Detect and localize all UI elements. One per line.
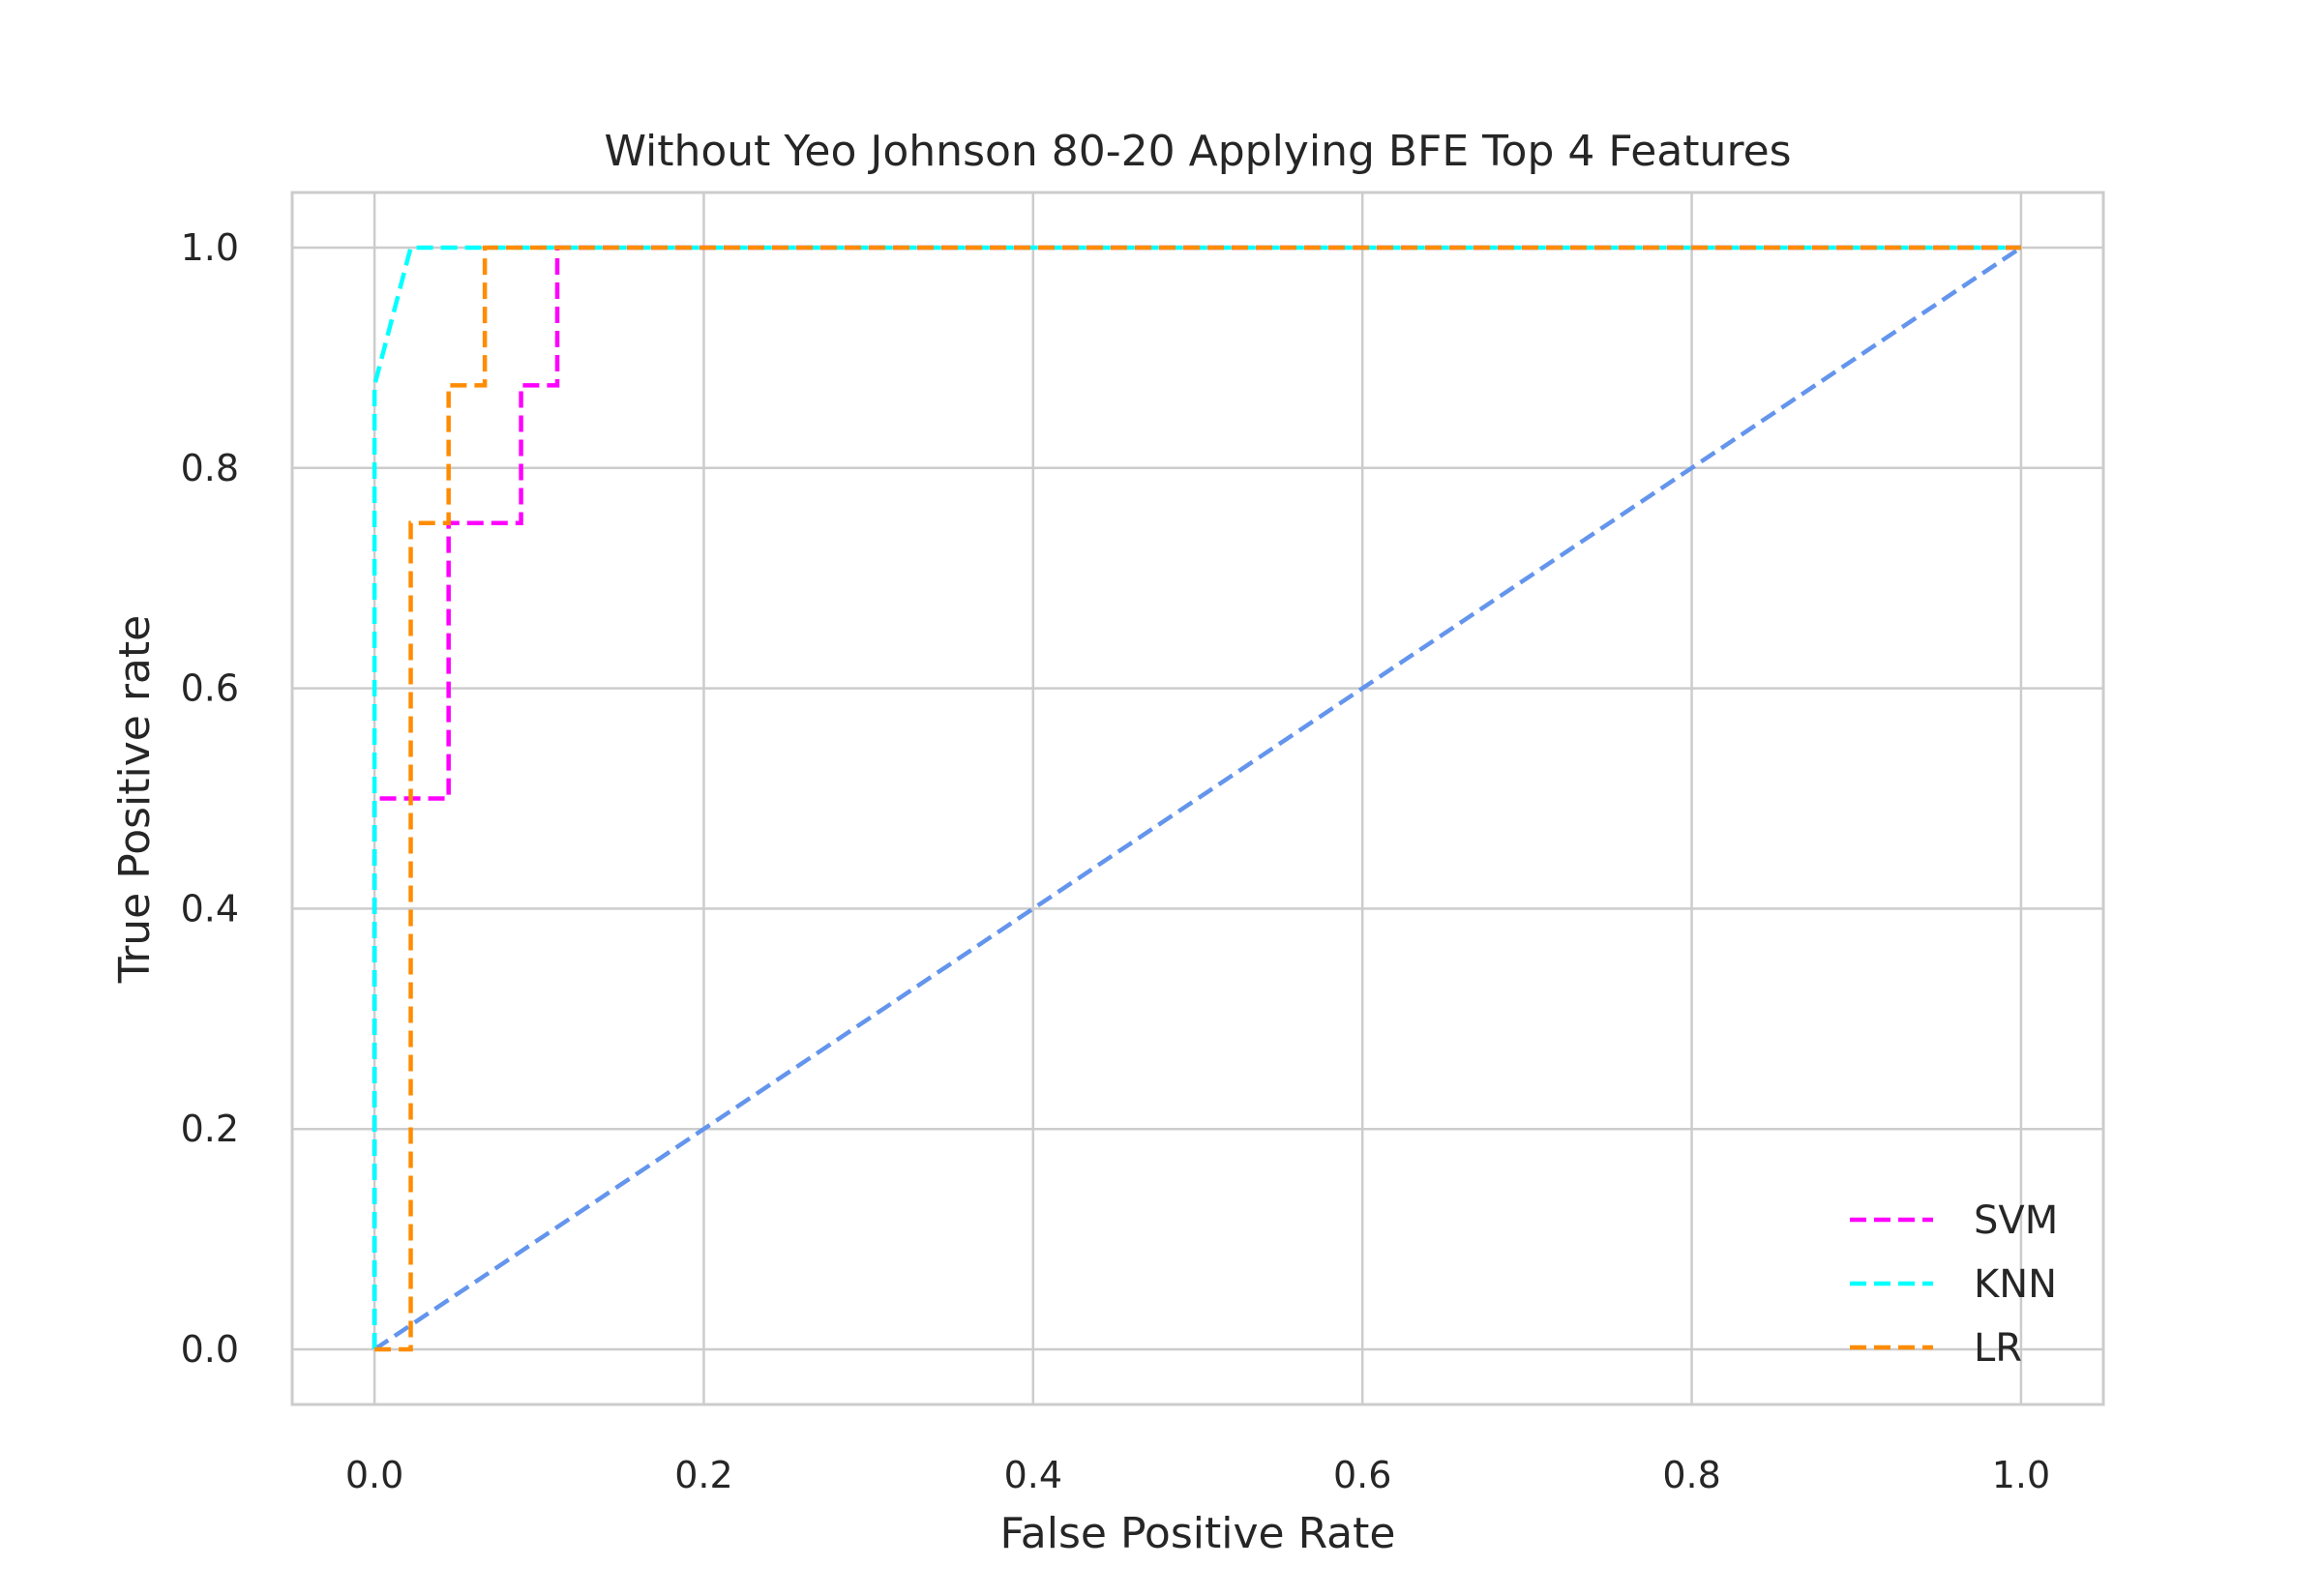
- y-tick-labels: 0.0 0.2 0.4 0.6 0.8 1.0: [181, 226, 239, 1371]
- x-tick-label: 1.0: [1992, 1454, 2050, 1496]
- series-layer: [372, 245, 2021, 1352]
- series-line-lr: [374, 245, 2021, 1352]
- y-tick-label: 0.2: [181, 1108, 239, 1150]
- legend: SVM KNN LR: [1850, 1198, 2058, 1371]
- plot-frame: [290, 191, 2105, 1406]
- x-tick-label: 0.0: [345, 1454, 403, 1496]
- y-tick-label: 0.6: [181, 667, 239, 710]
- x-tick-label: 0.2: [674, 1454, 732, 1496]
- x-tick-label: 0.4: [1004, 1454, 1062, 1496]
- y-tick-label: 0.4: [181, 887, 239, 930]
- plot-area: [292, 192, 2103, 1404]
- x-axis-label: False Positive Rate: [1000, 1509, 1396, 1558]
- y-tick-label: 1.0: [181, 226, 239, 269]
- legend-label-knn: KNN: [1974, 1262, 2057, 1307]
- legend-label-lr: LR: [1974, 1326, 2022, 1371]
- legend-label-svm: SVM: [1974, 1198, 2058, 1243]
- y-tick-label: 0.8: [181, 447, 239, 489]
- chart-title: Without Yeo Johnson 80-20 Applying BFE T…: [604, 127, 1791, 176]
- y-tick-label: 0.0: [181, 1328, 239, 1371]
- x-tick-label: 0.6: [1333, 1454, 1391, 1496]
- x-tick-label: 0.8: [1662, 1454, 1720, 1496]
- chance-diagonal-line: [372, 246, 2023, 1351]
- y-axis-label: True Positive rate: [110, 615, 160, 984]
- reference-line-layer: [372, 246, 2023, 1351]
- x-tick-labels: 0.0 0.2 0.4 0.6 0.8 1.0: [345, 1454, 2050, 1496]
